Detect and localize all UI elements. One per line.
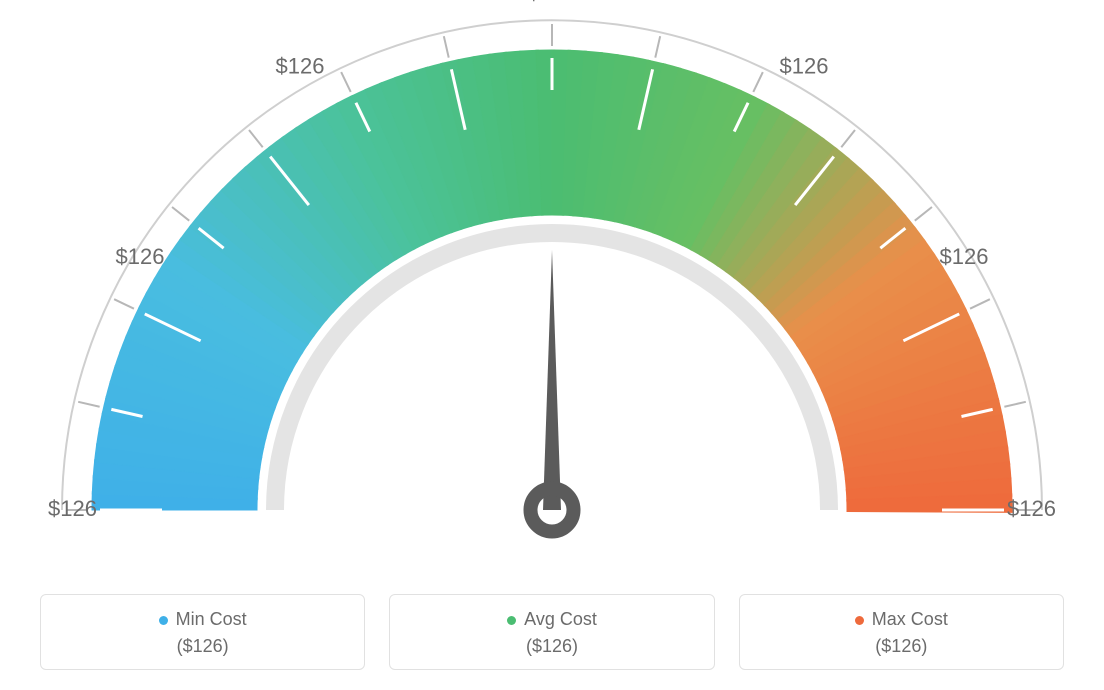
svg-text:$126: $126 [528, 0, 577, 5]
legend-row: Min Cost ($126) Avg Cost ($126) Max Cost… [40, 594, 1064, 670]
legend-card-avg: Avg Cost ($126) [389, 594, 714, 670]
legend-dot-min [159, 616, 168, 625]
svg-text:$126: $126 [1007, 496, 1056, 521]
svg-text:$126: $126 [116, 244, 165, 269]
legend-label-max: Max Cost [872, 609, 948, 629]
cost-gauge-container: $126 $126 $126 $126 $126 $126 $126 Min Cost ($… [0, 0, 1104, 690]
legend-label-min: Min Cost [176, 609, 247, 629]
legend-value-avg: ($126) [390, 636, 713, 657]
legend-dot-max [855, 616, 864, 625]
legend-title-avg: Avg Cost [390, 609, 713, 630]
legend-dot-avg [507, 616, 516, 625]
legend-value-min: ($126) [41, 636, 364, 657]
legend-value-max: ($126) [740, 636, 1063, 657]
legend-card-min: Min Cost ($126) [40, 594, 365, 670]
svg-text:$126: $126 [940, 244, 989, 269]
legend-card-max: Max Cost ($126) [739, 594, 1064, 670]
gauge-chart: $126 $126 $126 $126 $126 $126 $126 [0, 0, 1104, 560]
svg-text:$126: $126 [48, 496, 97, 521]
legend-title-max: Max Cost [740, 609, 1063, 630]
legend-title-min: Min Cost [41, 609, 364, 630]
svg-text:$126: $126 [276, 54, 325, 79]
legend-label-avg: Avg Cost [524, 609, 597, 629]
svg-text:$126: $126 [780, 54, 829, 79]
